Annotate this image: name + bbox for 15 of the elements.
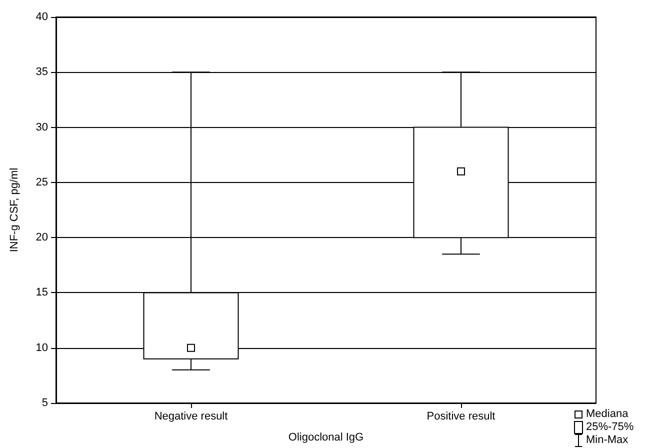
x-axis-title: Oligoclonal IgG	[288, 432, 364, 444]
y-axis-title: INF-g CSF, pg/ml	[8, 168, 20, 252]
y-tick-label: 35	[36, 66, 48, 78]
x-tick-label: Negative result	[154, 410, 228, 422]
text: 25%-75%	[586, 421, 634, 434]
y-tick-label: 5	[42, 397, 48, 409]
text: Min-Max	[586, 434, 628, 447]
y-tick-label: 10	[36, 342, 48, 354]
y-tick-label: 15	[36, 286, 48, 299]
y-tick-label: 20	[36, 232, 48, 244]
y-tick-label: 30	[36, 121, 48, 134]
y-tick-label: 25	[36, 176, 48, 188]
text: Mediana	[586, 408, 628, 421]
x-tick-label: Positive result	[426, 410, 496, 422]
y-tick-label: 40	[36, 11, 48, 23]
